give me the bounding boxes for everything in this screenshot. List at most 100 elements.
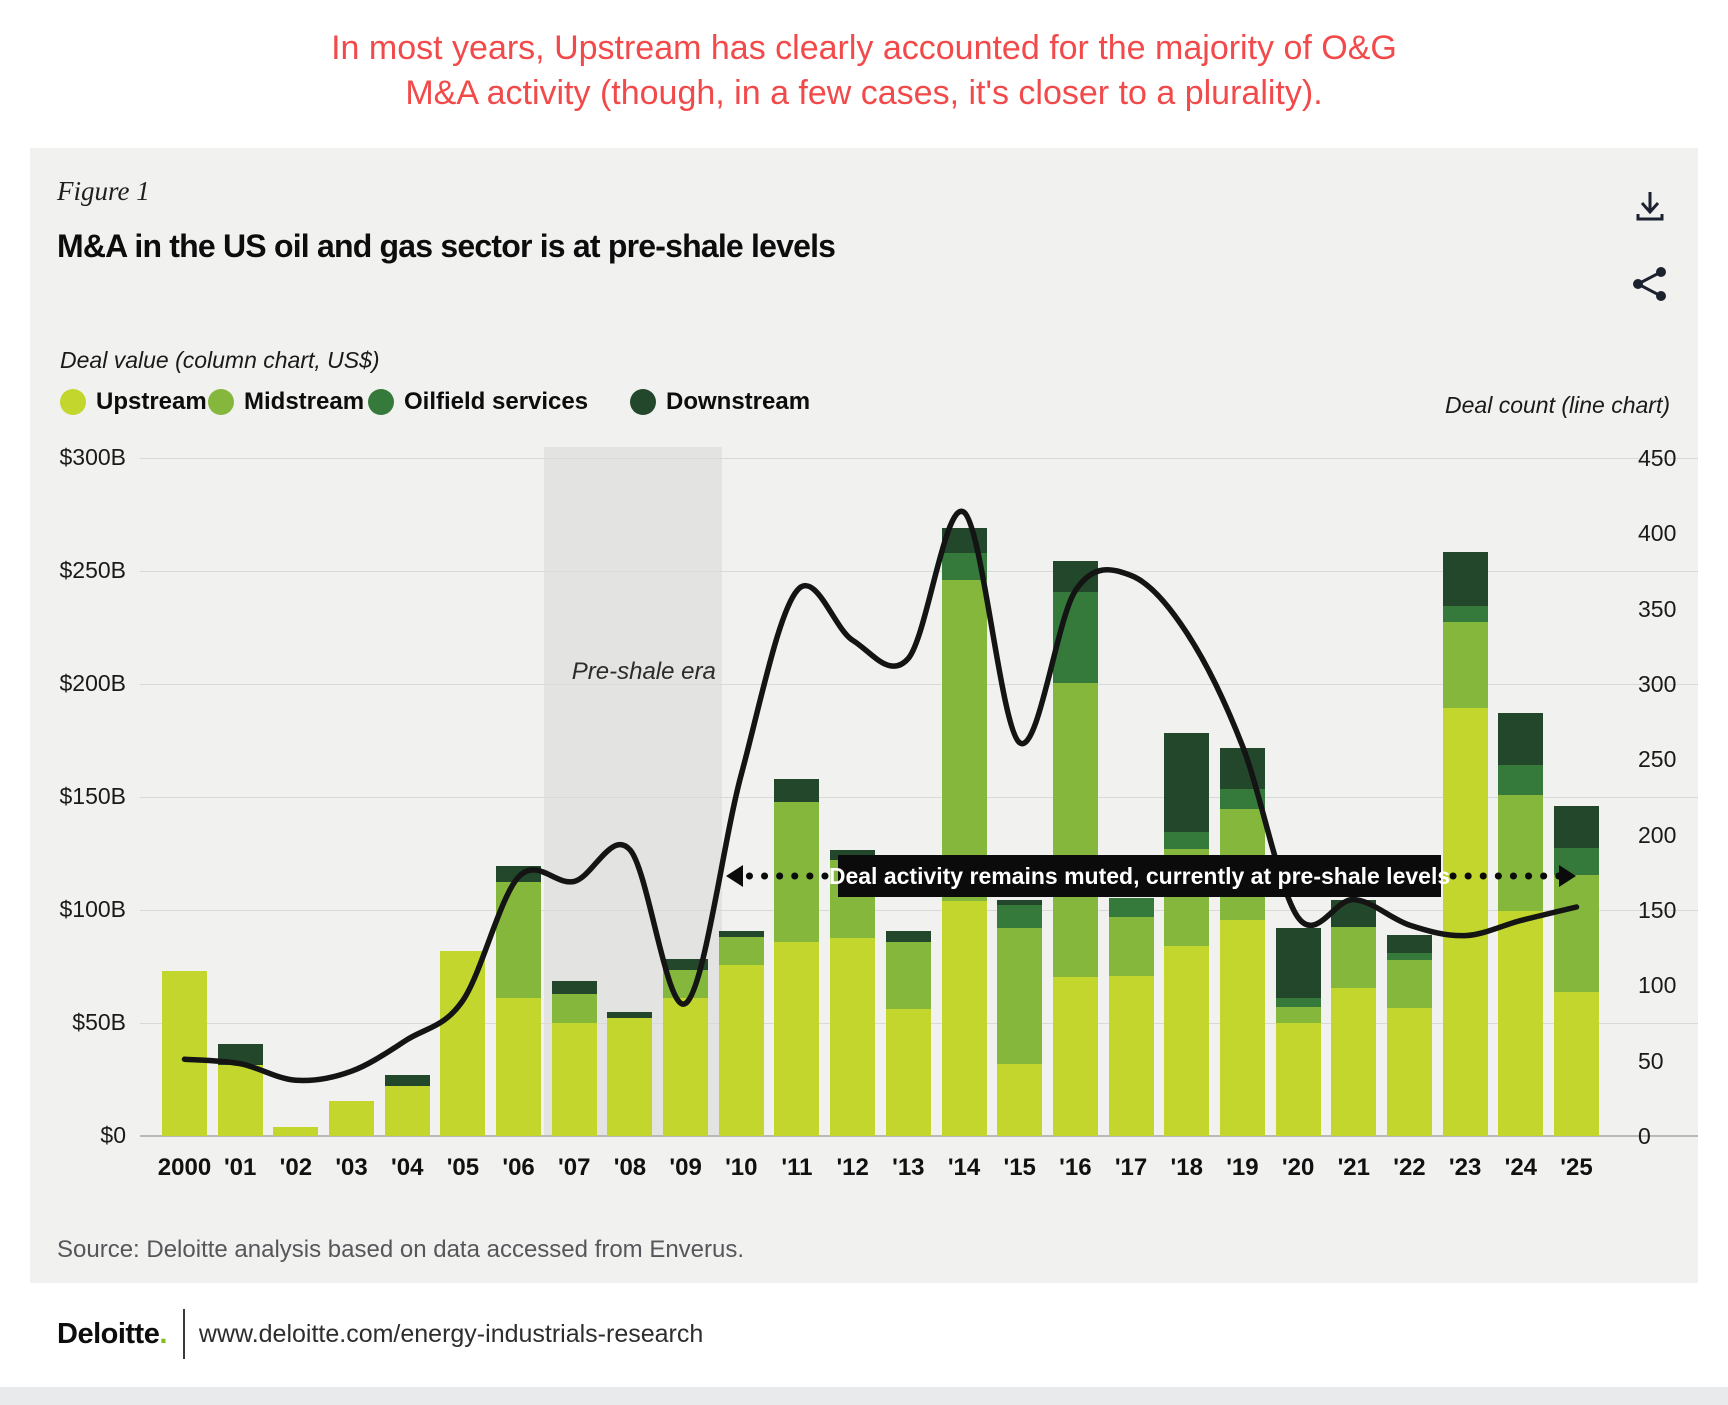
- bar-segment-oilfield-services[interactable]: [941, 552, 987, 581]
- bar-segment-oilfield-services[interactable]: [1108, 897, 1154, 917]
- bar-segment-downstream[interactable]: [1498, 713, 1544, 766]
- bar-segment-midstream[interactable]: [1386, 959, 1432, 1009]
- figure-label: Figure 1: [57, 176, 150, 206]
- bar-segment-midstream[interactable]: [1442, 621, 1488, 708]
- x-axis-tick: '18: [1170, 1154, 1203, 1181]
- bar-segment-upstream[interactable]: [384, 1086, 430, 1136]
- x-axis-tick: '04: [391, 1154, 424, 1181]
- bar-segment-midstream[interactable]: [1331, 926, 1377, 988]
- bar-segment-midstream[interactable]: [551, 993, 597, 1023]
- x-axis-tick: '13: [892, 1154, 925, 1181]
- bar-segment-upstream[interactable]: [1275, 1023, 1321, 1136]
- y-axis-tick-right: 250: [1638, 746, 1677, 773]
- bar-segment-upstream[interactable]: [607, 1018, 653, 1136]
- bar-segment-midstream[interactable]: [1554, 874, 1599, 993]
- bar-segment-midstream[interactable]: [1498, 794, 1544, 912]
- bar-segment-midstream[interactable]: [1275, 1007, 1321, 1023]
- bar-segment-oilfield-services[interactable]: [1442, 606, 1488, 622]
- legend-item-downstream: Downstream: [630, 388, 810, 416]
- bar-segment-upstream[interactable]: [997, 1063, 1043, 1136]
- bar-segment-downstream[interactable]: [1554, 806, 1599, 848]
- bar-segment-downstream[interactable]: [1052, 560, 1098, 593]
- x-axis-tick: '19: [1226, 1154, 1259, 1181]
- bar-segment-downstream[interactable]: [941, 528, 987, 553]
- x-axis-tick: 2000: [157, 1154, 212, 1181]
- bar-segment-upstream[interactable]: [774, 941, 820, 1136]
- bar-segment-midstream[interactable]: [1108, 916, 1154, 976]
- footer-url[interactable]: www.deloitte.com/energy-industrials-rese…: [198, 1319, 704, 1348]
- bar-segment-upstream[interactable]: [830, 938, 876, 1136]
- bar-segment-midstream[interactable]: [774, 801, 820, 942]
- bar-segment-oilfield-services[interactable]: [1164, 832, 1210, 849]
- bar-segment-upstream[interactable]: [162, 971, 207, 1136]
- bar-segment-upstream[interactable]: [1219, 920, 1265, 1136]
- callout-arrowhead: [726, 865, 743, 887]
- bar-segment-upstream[interactable]: [1052, 976, 1098, 1136]
- bar-segment-upstream[interactable]: [1554, 992, 1599, 1136]
- y-axis-tick-left: $200B: [59, 670, 126, 696]
- bar-segment-upstream[interactable]: [1108, 975, 1154, 1136]
- x-axis-tick: '20: [1281, 1154, 1315, 1181]
- bar-segment-midstream[interactable]: [997, 928, 1043, 1064]
- bar-segment-oilfield-services[interactable]: [1554, 847, 1599, 875]
- bar-segment-midstream[interactable]: [941, 580, 987, 901]
- bar-segment-upstream[interactable]: [1331, 987, 1377, 1136]
- legend-dot: [630, 389, 656, 415]
- bar-segment-downstream[interactable]: [607, 1011, 653, 1019]
- bar-segment-upstream[interactable]: [496, 998, 542, 1136]
- bar-segment-midstream[interactable]: [496, 881, 542, 999]
- bar-segment-midstream[interactable]: [663, 969, 709, 999]
- bar-segment-upstream[interactable]: [551, 1023, 597, 1136]
- bar-segment-downstream[interactable]: [774, 778, 820, 802]
- bar-segment-oilfield-services[interactable]: [1275, 998, 1321, 1008]
- bar-segment-oilfield-services[interactable]: [1219, 789, 1265, 810]
- bar-segment-upstream[interactable]: [273, 1126, 319, 1136]
- bar-segment-upstream[interactable]: [217, 1064, 263, 1136]
- bar-segment-downstream[interactable]: [1331, 899, 1377, 927]
- bar-segment-midstream[interactable]: [885, 941, 931, 1010]
- x-axis-tick: '10: [725, 1154, 758, 1181]
- bar-segment-upstream[interactable]: [1442, 707, 1488, 1136]
- download-button[interactable]: [1630, 186, 1670, 226]
- y-axis-tick-right: 400: [1638, 520, 1677, 547]
- bar-segment-midstream[interactable]: [718, 937, 764, 966]
- bar-segment-downstream[interactable]: [1219, 748, 1265, 790]
- bar-segment-oilfield-services[interactable]: [1498, 765, 1544, 795]
- bar-segment-downstream[interactable]: [1275, 928, 1321, 999]
- bar-segment-upstream[interactable]: [718, 965, 764, 1136]
- bar-segment-downstream[interactable]: [663, 958, 709, 970]
- bar-segment-downstream[interactable]: [551, 981, 597, 994]
- bar-segment-oilfield-services[interactable]: [997, 905, 1043, 929]
- y-axis-tick-left: $150B: [59, 783, 126, 809]
- bar-segment-upstream[interactable]: [440, 950, 486, 1136]
- legend-label: Midstream: [244, 388, 365, 415]
- download-icon: [1630, 192, 1670, 229]
- bar-segment-downstream[interactable]: [384, 1074, 430, 1087]
- left-axis-caption: Deal value (column chart, US$): [60, 347, 380, 373]
- bar-segment-downstream[interactable]: [1164, 732, 1210, 833]
- bar-segment-downstream[interactable]: [1442, 551, 1488, 607]
- bar-segment-upstream[interactable]: [663, 998, 709, 1136]
- bar-segment-downstream[interactable]: [718, 931, 764, 938]
- bar-segment-oilfield-services[interactable]: [1386, 952, 1432, 960]
- bar-segment-upstream[interactable]: [1164, 946, 1210, 1136]
- bar-segment-upstream[interactable]: [885, 1009, 931, 1136]
- bar-segment-downstream[interactable]: [217, 1044, 263, 1065]
- bar-segment-downstream[interactable]: [1386, 934, 1432, 953]
- bar-segment-midstream[interactable]: [1052, 682, 1098, 977]
- bar-segment-downstream[interactable]: [997, 899, 1043, 906]
- x-axis-tick: '12: [836, 1154, 869, 1181]
- chart-plot-area: Pre-shale era $300B $250B $200B $150B $100B $5…: [30, 148, 1698, 1283]
- bar-segment-upstream[interactable]: [1498, 911, 1544, 1136]
- bar-segment-upstream[interactable]: [941, 900, 987, 1136]
- y-axis-tick-right: 200: [1638, 821, 1677, 848]
- bar-segment-oilfield-services[interactable]: [1052, 592, 1098, 683]
- deloitte-logo: Deloitte.: [57, 1317, 167, 1350]
- x-axis-tick: '23: [1448, 1154, 1482, 1181]
- bar-segment-upstream[interactable]: [1386, 1008, 1432, 1136]
- bar-segment-downstream[interactable]: [885, 931, 931, 942]
- share-button[interactable]: [1630, 264, 1670, 304]
- bar-segment-upstream[interactable]: [329, 1100, 375, 1136]
- bar-segment-downstream[interactable]: [496, 865, 542, 882]
